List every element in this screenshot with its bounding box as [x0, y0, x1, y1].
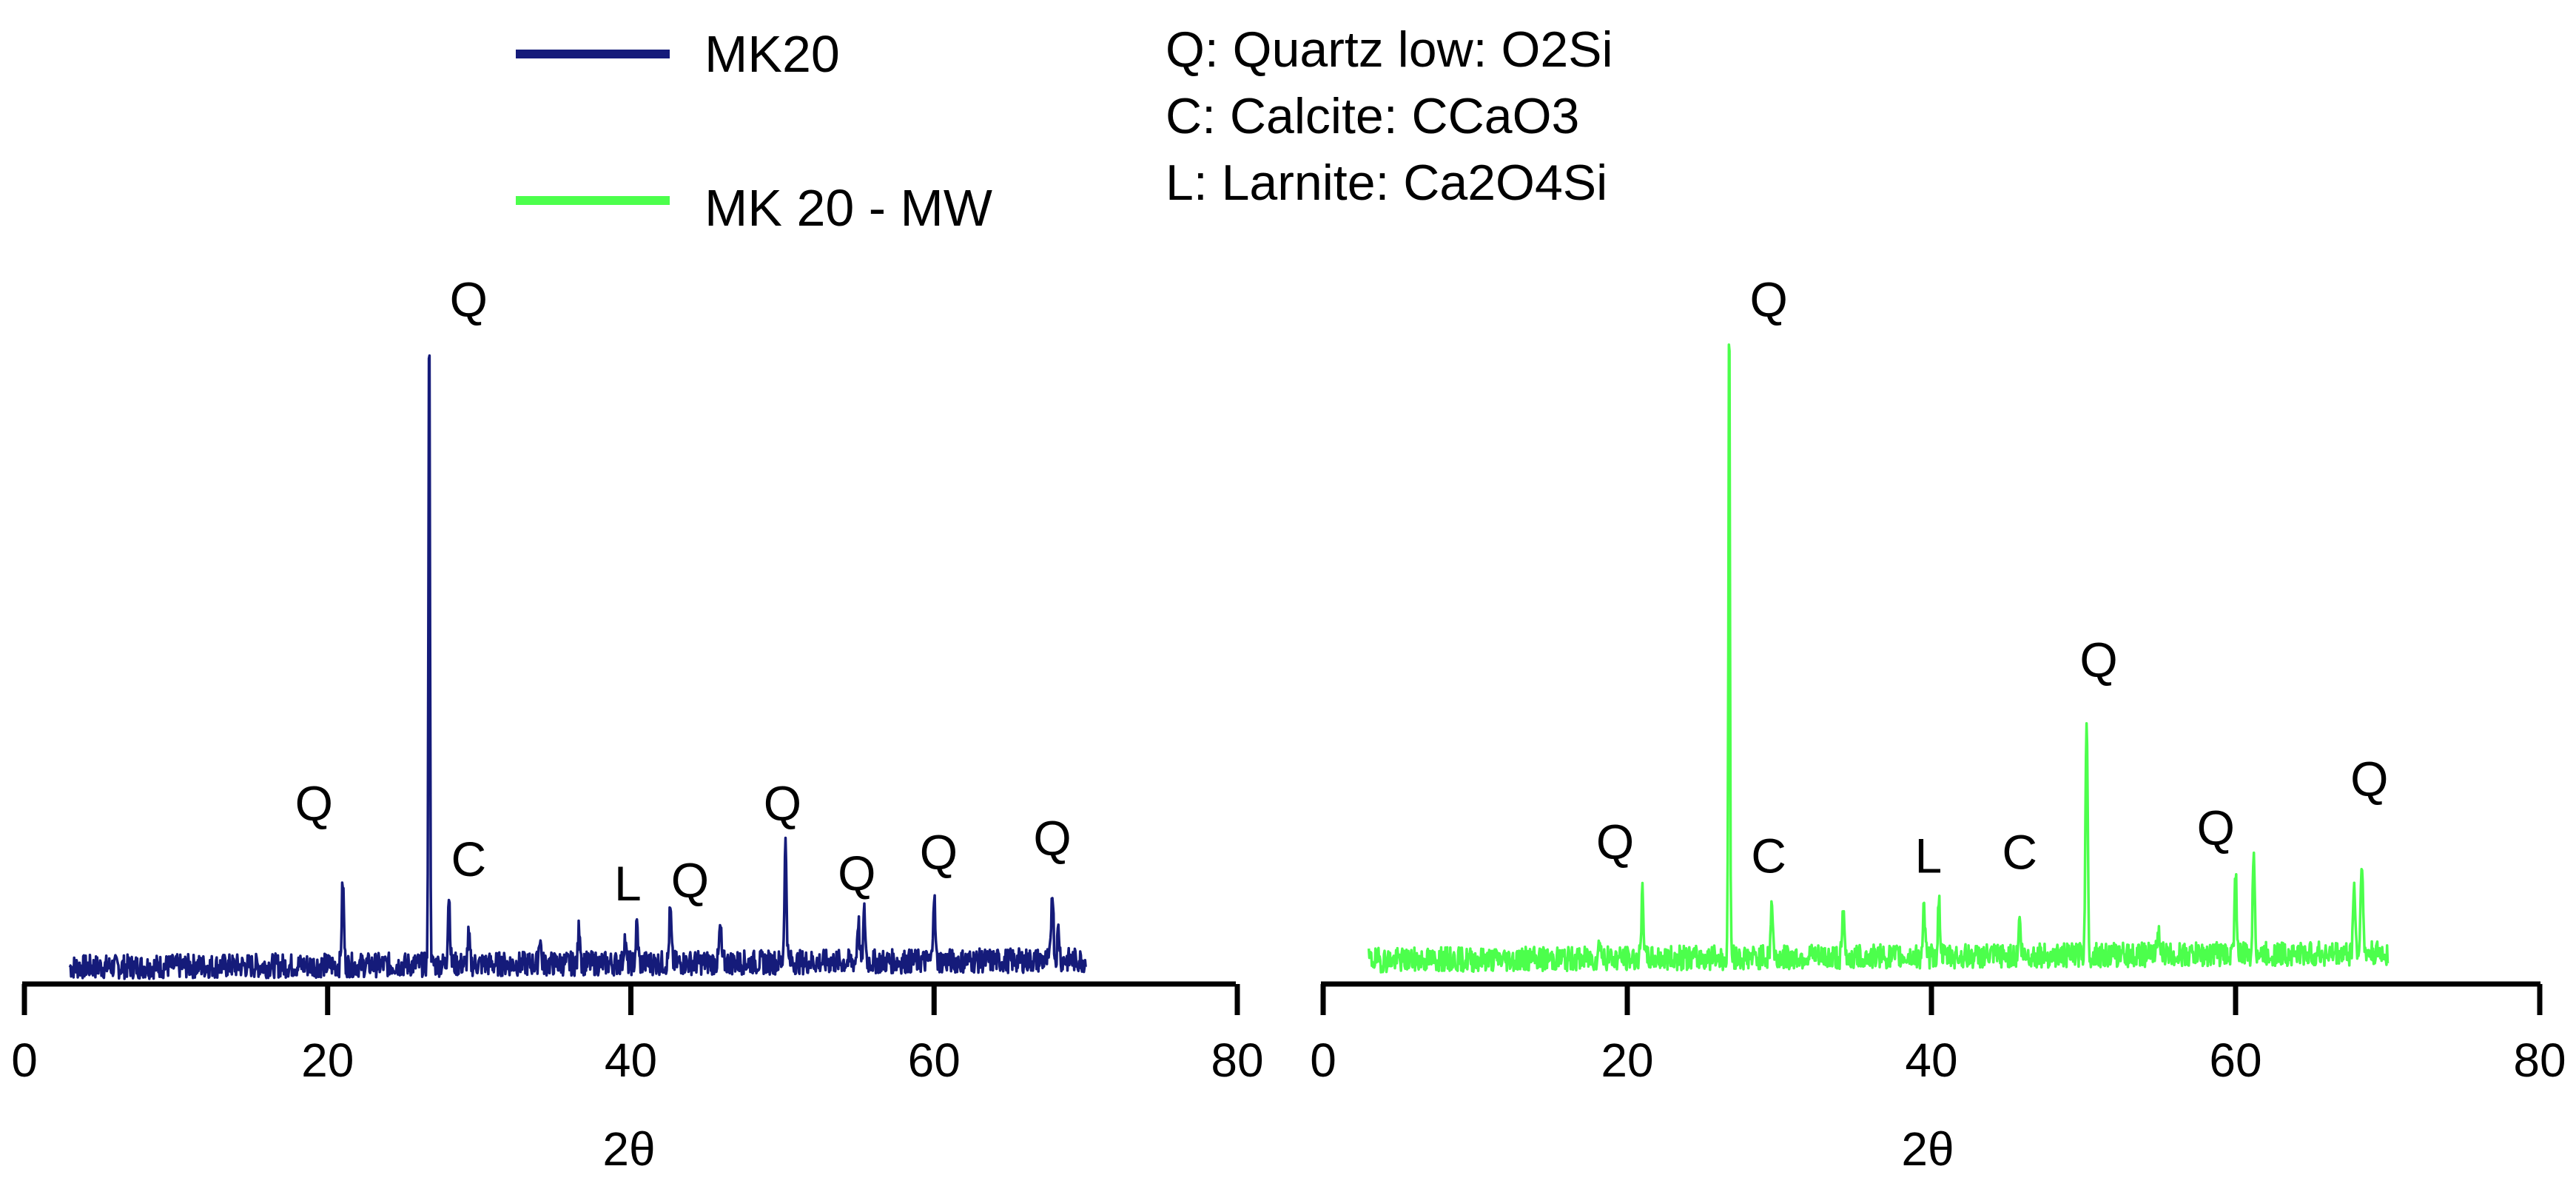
peak-label: Q: [2197, 801, 2235, 855]
peak-label: Q: [920, 825, 958, 880]
chart-panel-mk20: 0 20 40 60 80 QQC L QQQ Q Q 2θ: [11, 272, 1263, 1176]
x-axis-title: 2θ: [1901, 1122, 1954, 1176]
peak-label: C: [1751, 828, 1786, 883]
peak-label: C: [451, 832, 486, 886]
x-tick-label: 20: [1601, 1034, 1653, 1087]
peak-label: Q: [1033, 811, 1071, 866]
peak-annotations: QQC L QQQ Q Q: [295, 272, 1072, 911]
peak-label: Q: [1749, 272, 1787, 326]
peak-label: L: [1915, 828, 1943, 883]
phase-key: Q: Quartz low: O2Si C: Calcite: CCaO3 L:…: [1166, 21, 1613, 211]
x-tick-label: 60: [908, 1034, 961, 1087]
legend-label-mk20-mw: MK 20 - MW: [704, 179, 992, 237]
x-tick-label: 0: [11, 1034, 38, 1087]
x-tick-label: 60: [2209, 1034, 2261, 1087]
peak-label: Q: [838, 846, 875, 900]
peak-label: C: [2002, 825, 2037, 880]
peak-label: Q: [1596, 814, 1634, 869]
x-tick-label: 20: [301, 1034, 354, 1087]
peak-label: Q: [450, 272, 488, 326]
peak-label: L: [614, 856, 642, 911]
series-line-mk20-mw: [1367, 343, 2390, 974]
x-axis-ticks: 0 20 40 60 80: [11, 984, 1264, 1087]
peak-label: Q: [2350, 751, 2388, 806]
x-tick-label: 80: [1211, 1034, 1263, 1087]
x-tick-label: 0: [1310, 1034, 1336, 1087]
x-axis-title: 2θ: [602, 1122, 655, 1176]
series-line-mk20: [68, 354, 1087, 980]
peak-label: Q: [295, 775, 333, 830]
chart-panel-mk20-mw: 0 20 40 60 80 Q Q C L C Q Q Q 2θ: [1310, 272, 2566, 1176]
peak-annotations: Q Q C L C Q Q Q: [1596, 272, 2389, 883]
x-tick-label: 80: [2513, 1034, 2566, 1087]
peak-label: Q: [2079, 632, 2117, 687]
x-tick-label: 40: [605, 1034, 657, 1087]
x-tick-label: 40: [1905, 1034, 1957, 1087]
peak-label: Q: [671, 852, 709, 907]
legend: MK20 MK 20 - MW: [516, 25, 992, 237]
phase-key-larnite: L: Larnite: Ca2O4Si: [1166, 155, 1607, 211]
phase-key-quartz: Q: Quartz low: O2Si: [1166, 21, 1613, 78]
legend-label-mk20: MK20: [704, 25, 840, 83]
phase-key-calcite: C: Calcite: CCaO3: [1166, 88, 1579, 144]
x-axis-ticks: 0 20 40 60 80: [1310, 984, 2566, 1087]
peak-label: Q: [764, 775, 801, 830]
